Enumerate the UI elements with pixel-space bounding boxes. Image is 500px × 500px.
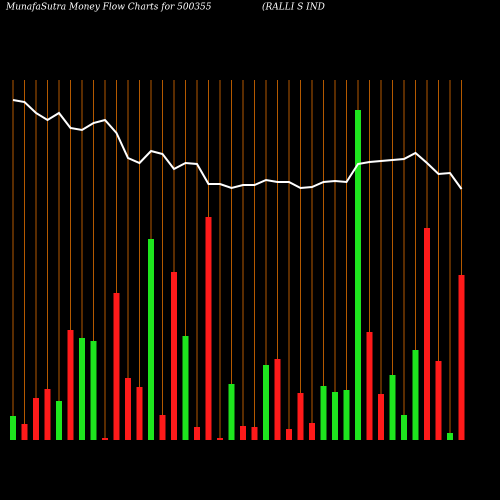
bar — [136, 387, 143, 440]
bar — [332, 392, 338, 440]
chart-subtitle: (RALLI S IND — [262, 2, 325, 13]
bar — [320, 386, 327, 440]
bar — [79, 338, 85, 440]
bar — [113, 293, 120, 440]
bar — [378, 394, 384, 440]
bar — [424, 228, 430, 440]
line — [12, 99, 463, 190]
chart-title: MunafaSutra Money Flow Charts for 500355 — [5, 3, 212, 13]
bar — [182, 336, 189, 440]
bar — [171, 272, 177, 440]
bar — [412, 350, 419, 440]
bar — [44, 389, 51, 440]
bar — [228, 384, 235, 440]
bar — [33, 398, 39, 440]
bar — [148, 239, 154, 440]
bar — [297, 393, 304, 440]
bar — [159, 415, 166, 440]
bar — [355, 110, 361, 440]
bar — [90, 341, 97, 440]
bar — [240, 426, 246, 440]
bar — [274, 359, 281, 440]
bar — [366, 332, 373, 440]
bar — [21, 424, 28, 440]
bar — [56, 401, 62, 440]
bar — [67, 330, 74, 440]
bar — [435, 361, 442, 440]
bar — [401, 415, 407, 440]
bar — [102, 438, 108, 440]
bar — [389, 375, 396, 440]
bar — [343, 390, 350, 440]
bar — [447, 433, 453, 440]
bar — [217, 438, 223, 440]
bar — [263, 365, 269, 440]
bar — [309, 423, 315, 440]
bar — [10, 416, 16, 440]
bar — [286, 429, 292, 440]
bar — [194, 427, 200, 440]
bar — [205, 217, 212, 440]
bar — [125, 378, 131, 440]
bar — [251, 427, 258, 440]
bar — [458, 275, 465, 440]
